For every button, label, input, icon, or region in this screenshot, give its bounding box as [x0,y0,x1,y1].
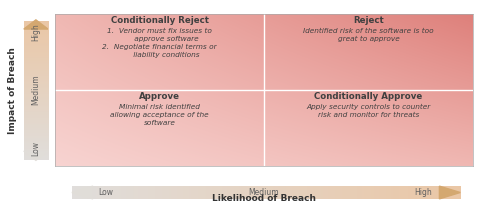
Text: Minimal risk identified
allowing acceptance of the
software: Minimal risk identified allowing accepta… [110,104,209,126]
Text: Conditionally Reject: Conditionally Reject [110,16,209,25]
Polygon shape [24,151,48,160]
Text: High: High [414,188,432,197]
Text: Likelihood of Breach: Likelihood of Breach [212,194,316,203]
Text: Impact of Breach: Impact of Breach [8,47,17,134]
Text: Low: Low [31,141,40,156]
Text: Identified risk of the software is too
great to approve: Identified risk of the software is too g… [303,28,434,42]
Text: Medium: Medium [31,75,40,105]
Text: Reject: Reject [353,16,384,25]
Text: 1.  Vendor must fix issues to
      approve software
2.  Negotiate financial ter: 1. Vendor must fix issues to approve sof… [102,28,217,58]
Text: Medium: Medium [249,188,279,197]
Polygon shape [72,186,93,199]
Text: High: High [31,23,40,41]
Polygon shape [24,20,48,29]
Text: Low: Low [98,188,113,197]
Text: Conditionally Approve: Conditionally Approve [314,92,422,101]
Text: Approve: Approve [139,92,180,101]
Text: Apply security controls to counter
risk and monitor for threats: Apply security controls to counter risk … [306,104,431,118]
Polygon shape [439,186,460,199]
